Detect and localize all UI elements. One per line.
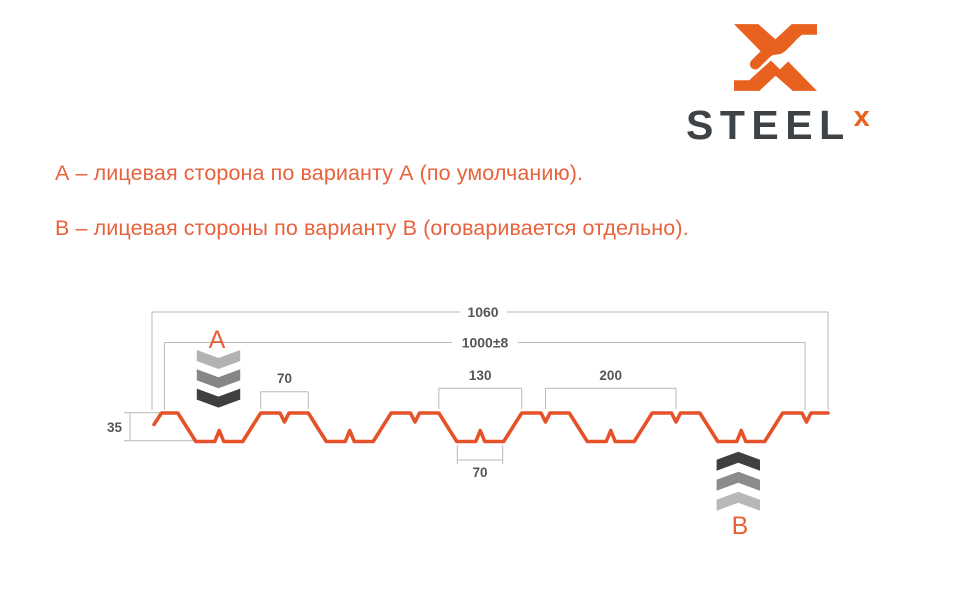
brand-text: STEEL bbox=[686, 102, 851, 148]
chevron-down-icon bbox=[196, 350, 241, 369]
marker-a-label: А bbox=[209, 326, 226, 354]
chevron-up-icon bbox=[716, 451, 760, 471]
marker-a: А bbox=[196, 326, 241, 408]
chevron-up-icon bbox=[716, 471, 760, 491]
dim-label-height: 35 bbox=[107, 420, 123, 435]
logo-bottom-right-wedge bbox=[774, 61, 817, 91]
chevron-down-icon bbox=[196, 388, 241, 408]
dim-label-valley_bottom_width: 70 bbox=[472, 465, 487, 480]
note-line-a: А – лицевая сторона по варианту А (по ум… bbox=[55, 161, 584, 185]
brand-sup-x: x bbox=[853, 101, 870, 133]
steelx-logo-icon bbox=[734, 24, 817, 91]
logo-bottom-left-stroke bbox=[734, 60, 782, 91]
note-line-b: В – лицевая стороны по варианту В (огова… bbox=[55, 216, 689, 240]
dimension-lines bbox=[124, 311, 829, 464]
logo-center-link bbox=[749, 32, 796, 70]
marker-b-label: В bbox=[732, 512, 749, 540]
logo-top-left-wedge bbox=[734, 24, 777, 54]
sheet-profile-outline bbox=[152, 411, 830, 444]
dim-label-useful_width: 1000±8 bbox=[462, 335, 509, 351]
dim-label-crest_top_width: 70 bbox=[277, 371, 292, 386]
dim-label-pitch: 200 bbox=[599, 368, 622, 383]
dim-label-valley_opening: 130 bbox=[469, 368, 492, 383]
dimension-labels: 1060 1000±8 70 130 200 70 35 bbox=[107, 304, 622, 480]
marker-b: В bbox=[716, 451, 760, 540]
dim-label-overall_width: 1060 bbox=[467, 304, 498, 320]
brand-wordmark: STEEL x bbox=[686, 101, 870, 149]
profile-drawing: А В 1060 1000±8 70 130 200 70 35 bbox=[107, 304, 830, 540]
chevron-down-icon bbox=[196, 369, 241, 389]
chevron-up-icon bbox=[716, 491, 760, 511]
